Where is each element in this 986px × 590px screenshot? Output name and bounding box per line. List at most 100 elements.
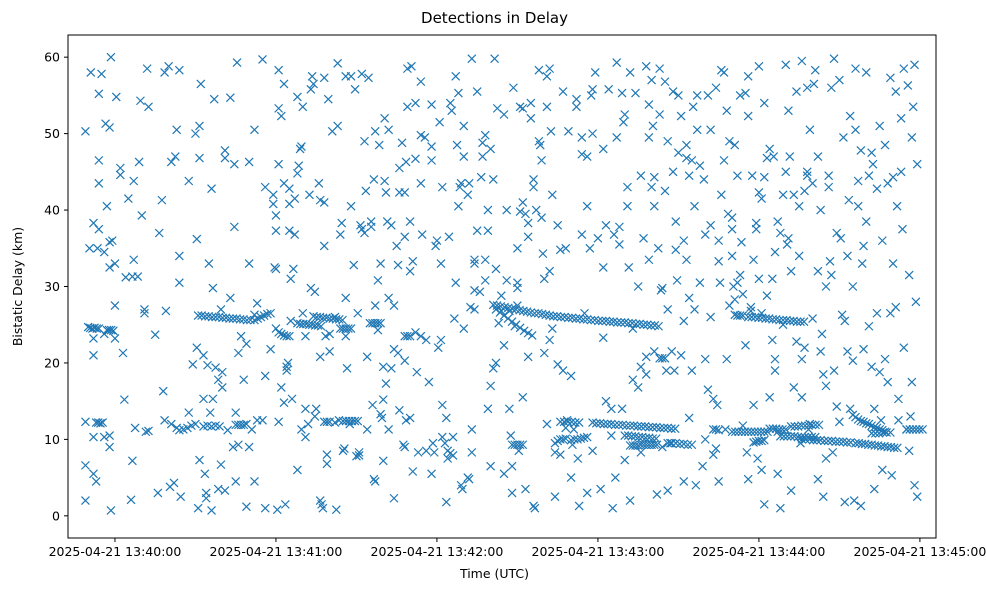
detection-marker-track-ad	[759, 427, 769, 437]
detection-marker	[691, 480, 701, 490]
detection-marker	[706, 312, 716, 322]
detection-marker	[119, 395, 129, 405]
detection-marker	[319, 73, 329, 83]
detection-marker	[786, 266, 796, 276]
detection-marker	[397, 138, 407, 148]
detection-marker	[808, 178, 817, 188]
detection-marker	[480, 255, 490, 265]
detection-marker	[537, 155, 547, 165]
detection-marker	[386, 220, 396, 230]
detection-marker	[641, 352, 651, 362]
detection-marker-track-x	[670, 424, 680, 434]
detection-marker	[478, 138, 487, 148]
detection-marker	[110, 301, 120, 311]
detection-marker	[217, 367, 227, 377]
detection-marker	[207, 506, 216, 515]
detection-marker-track-ad	[730, 427, 740, 437]
detection-marker	[824, 182, 834, 192]
detection-marker	[252, 298, 262, 308]
detection-marker	[828, 447, 838, 457]
detection-marker	[472, 87, 482, 96]
detection-marker	[537, 213, 547, 223]
detection-marker-track-ao	[914, 425, 924, 434]
detection-marker	[657, 283, 667, 293]
detection-marker	[247, 425, 257, 434]
detection-marker	[593, 233, 603, 243]
detection-marker	[730, 295, 740, 304]
detection-marker	[349, 260, 359, 270]
detection-marker	[154, 228, 164, 238]
y-tick-label: 40	[44, 203, 60, 218]
detection-marker	[416, 130, 426, 140]
detection-marker	[912, 492, 922, 502]
detection-marker	[877, 465, 887, 475]
detection-marker	[453, 201, 463, 211]
detection-marker	[796, 438, 805, 448]
detection-marker	[601, 396, 611, 406]
detection-marker	[459, 324, 469, 333]
detection-marker	[633, 382, 643, 392]
detection-marker-track-t	[518, 440, 528, 450]
detection-marker	[574, 501, 584, 511]
detection-marker	[558, 87, 568, 96]
detection-marker	[378, 395, 388, 405]
detection-marker	[333, 58, 343, 68]
detection-marker	[115, 163, 125, 173]
detection-marker	[649, 172, 659, 182]
detection-marker	[386, 363, 396, 373]
detection-marker-track-ao	[905, 425, 915, 434]
detection-marker	[891, 87, 901, 96]
detection-marker	[81, 460, 90, 470]
detection-marker	[506, 431, 516, 440]
detection-marker	[676, 111, 686, 121]
detection-marker	[110, 334, 120, 343]
detection-marker	[307, 71, 317, 81]
detection-marker	[604, 84, 614, 94]
detection-marker	[196, 79, 206, 89]
detection-marker	[292, 92, 302, 102]
detection-marker	[857, 259, 867, 268]
detection-marker	[192, 343, 202, 353]
detection-marker	[315, 195, 325, 205]
detection-marker-track-aj	[807, 420, 817, 430]
detection-marker	[144, 426, 153, 436]
detection-marker	[762, 291, 772, 301]
detection-marker-track-i	[274, 327, 284, 337]
detection-marker	[107, 236, 117, 246]
detection-marker	[310, 412, 320, 421]
detection-marker	[849, 496, 859, 505]
detection-marker	[452, 140, 462, 150]
detection-marker	[341, 331, 351, 341]
detection-marker	[647, 182, 657, 192]
detection-marker	[816, 347, 826, 356]
detection-marker	[652, 490, 662, 499]
detection-marker	[420, 133, 430, 142]
detection-marker	[687, 155, 697, 165]
detection-marker	[545, 266, 555, 276]
detection-marker	[470, 285, 479, 295]
detection-marker	[507, 461, 517, 471]
detection-marker	[582, 488, 592, 498]
detection-marker-track-e	[239, 314, 248, 324]
detection-marker-track-x	[633, 421, 643, 431]
detection-marker	[318, 503, 328, 513]
detection-marker	[722, 354, 732, 364]
detection-marker	[743, 71, 753, 81]
detection-marker	[727, 251, 737, 261]
detection-marker-track-af	[792, 317, 802, 327]
detection-marker-track-m	[343, 324, 353, 333]
detection-marker	[888, 172, 898, 182]
detection-marker	[843, 251, 852, 261]
detection-marker	[494, 318, 504, 328]
detection-marker-track-b	[98, 418, 108, 427]
detection-marker	[444, 232, 454, 242]
detection-marker	[213, 375, 223, 385]
detection-marker-track-ak	[808, 435, 818, 445]
detection-marker-track-al	[864, 419, 874, 429]
detection-marker-track-an	[878, 428, 888, 437]
detection-marker-track-x	[667, 424, 676, 434]
detection-marker-track-e	[214, 312, 224, 322]
detection-marker	[521, 209, 530, 219]
detection-marker-track-aa	[660, 353, 670, 363]
